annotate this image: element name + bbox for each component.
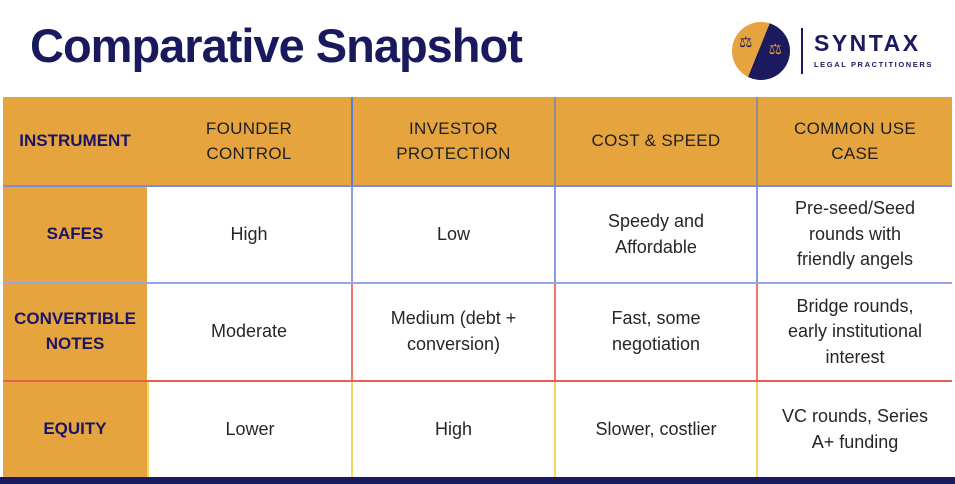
page-header: Comparative Snapshot ⚖ ⚖ SYNTAX LEGAL PR… [0,0,955,97]
column-header-instrument: INSTRUMENT [3,97,147,185]
equity-investor-protection: High [351,382,554,477]
table-row-convertible-notes: CONVERTIBLE NOTES Moderate Medium (debt … [3,284,952,382]
column-header-investor-protection: INVESTOR PROTECTION [351,97,554,185]
column-header-cost-speed: COST & SPEED [554,97,756,185]
scale-glyph-right: ⚖ [768,40,782,58]
logo-text: SYNTAX LEGAL PRACTITIONERS [813,30,933,70]
row-label-convertible-notes: CONVERTIBLE NOTES [3,284,147,380]
table-header-row: INSTRUMENT FOUNDER CONTROL INVESTOR PROT… [3,97,952,187]
convertible-cost-speed: Fast, some negotiation [554,284,756,380]
page-title: Comparative Snapshot [30,19,523,72]
logo-divider [800,27,803,74]
equity-founder-control: Lower [147,382,351,477]
scale-glyph-left: ⚖ [738,33,753,51]
convertible-founder-control: Moderate [147,284,351,380]
table-row-safes: SAFES High Low Speedy and Affordable Pre… [3,187,952,284]
safes-founder-control: High [147,187,351,282]
row-label-equity: EQUITY [3,382,147,477]
scales-of-justice-icon: ⚖ ⚖ [731,21,790,80]
table-row-equity: EQUITY Lower High Slower, costlier VC ro… [3,382,952,477]
safes-common-use-case: Pre-seed/Seed rounds with friendly angel… [756,187,952,282]
safes-cost-speed: Speedy and Affordable [554,187,756,282]
equity-common-use-case: VC rounds, Series A+ funding [756,382,952,477]
logo-brand: SYNTAX [813,30,921,56]
column-header-founder-control: FOUNDER CONTROL [205,118,293,164]
syntax-logo: ⚖ ⚖ SYNTAX LEGAL PRACTITIONERS [731,21,933,80]
logo-tagline: LEGAL PRACTITIONERS [813,60,933,69]
safes-investor-protection: Low [351,187,554,282]
convertible-common-use-case: Bridge rounds, early institutional inter… [756,284,952,380]
convertible-investor-protection: Medium (debt + conversion) [351,284,554,380]
equity-cost-speed: Slower, costlier [554,382,756,477]
comparison-table: INSTRUMENT FOUNDER CONTROL INVESTOR PROT… [3,97,952,477]
bottom-accent-bar [0,477,955,484]
row-label-safes: SAFES [3,187,147,282]
column-header-common-use-case: COMMON USE CASE [756,97,952,185]
